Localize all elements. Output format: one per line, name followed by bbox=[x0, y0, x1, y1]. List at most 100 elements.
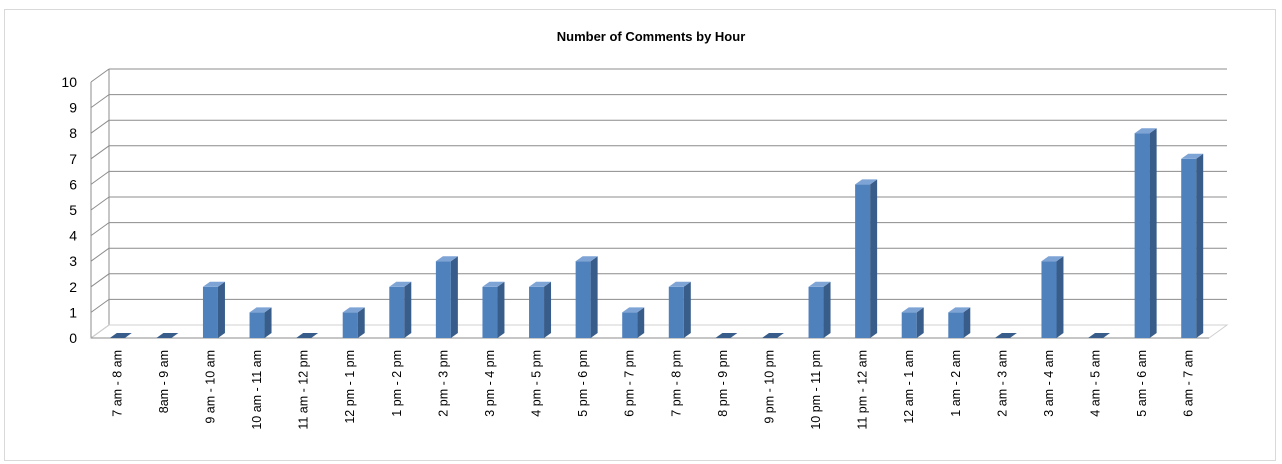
bar-15 bbox=[808, 281, 831, 338]
x-tick-label: 7 am - 8 am bbox=[110, 350, 124, 417]
bar-chart: Number of Comments by Hour 0 1 2 3 4 5 6 7 8 9 10 … bbox=[61, 29, 1229, 430]
bar-top bbox=[435, 256, 458, 262]
bar-23 bbox=[1181, 153, 1204, 338]
bar-9 bbox=[529, 281, 552, 338]
bar-top bbox=[482, 281, 505, 287]
x-tick-label: 5 am - 6 am bbox=[1135, 350, 1149, 417]
bar-21 bbox=[1088, 333, 1111, 338]
x-tick-label: 12 am - 1 am bbox=[902, 350, 916, 424]
bar-2 bbox=[202, 281, 225, 338]
x-tick-label: 1 pm - 2 pm bbox=[390, 350, 404, 417]
bar-18 bbox=[948, 307, 971, 338]
bar-top bbox=[855, 179, 878, 185]
chart-title: Number of Comments by Hour bbox=[557, 29, 746, 44]
y-tick-label: 0 bbox=[69, 330, 77, 346]
y-tick-label: 3 bbox=[69, 253, 77, 269]
bar-zero bbox=[156, 333, 179, 338]
bar-zero bbox=[761, 333, 784, 338]
bar-top bbox=[901, 307, 924, 313]
bar-6 bbox=[389, 281, 412, 338]
bar-front bbox=[1041, 261, 1057, 338]
bar-front bbox=[808, 286, 824, 338]
bar-top bbox=[342, 307, 365, 313]
bar-17 bbox=[901, 307, 924, 338]
bar-front bbox=[435, 261, 451, 338]
bar-zero bbox=[994, 333, 1017, 338]
bar-side bbox=[823, 281, 831, 338]
bar-11 bbox=[622, 307, 645, 338]
bar-side bbox=[683, 281, 691, 338]
bar-top bbox=[529, 281, 552, 287]
bar-side bbox=[870, 179, 878, 338]
bar-8 bbox=[482, 281, 505, 338]
bar-top bbox=[202, 281, 225, 287]
x-tick-label: 3 am - 4 am bbox=[1042, 350, 1056, 417]
bar-13 bbox=[715, 333, 738, 338]
y-tick-label: 5 bbox=[69, 202, 77, 218]
bar-side bbox=[357, 307, 365, 338]
bar-22 bbox=[1134, 128, 1157, 338]
x-tick-label: 4 am - 5 am bbox=[1089, 350, 1103, 417]
bars bbox=[109, 128, 1204, 338]
bar-side bbox=[544, 281, 552, 338]
bar-7 bbox=[435, 256, 458, 338]
bar-front bbox=[575, 261, 591, 338]
x-tick-label: 4 pm - 5 pm bbox=[530, 350, 544, 417]
y-tick-label: 1 bbox=[69, 304, 77, 320]
bar-19 bbox=[994, 333, 1017, 338]
x-tick-label: 2 am - 3 am bbox=[995, 350, 1009, 417]
bar-front bbox=[529, 286, 545, 338]
bar-zero bbox=[296, 333, 319, 338]
bar-front bbox=[855, 184, 871, 338]
bar-zero bbox=[715, 333, 738, 338]
bar-front bbox=[1134, 133, 1150, 338]
x-axis-ticks: 7 am - 8 am 8am - 9 am 9 am - 10 am 10 am -… bbox=[110, 350, 1195, 430]
bar-top bbox=[1134, 128, 1157, 134]
bar-side bbox=[1056, 256, 1064, 338]
bar-front bbox=[389, 286, 405, 338]
bar-side bbox=[450, 256, 458, 338]
bar-top bbox=[389, 281, 412, 287]
bar-side bbox=[264, 307, 272, 338]
bar-top bbox=[575, 256, 598, 262]
y-tick-label: 7 bbox=[69, 151, 77, 167]
x-tick-label: 10 pm - 11 pm bbox=[809, 350, 823, 430]
x-tick-label: 5 pm - 6 pm bbox=[576, 350, 590, 417]
bar-zero bbox=[1088, 333, 1111, 338]
bar-top bbox=[668, 281, 691, 287]
gridline-depth bbox=[90, 94, 110, 109]
bar-1 bbox=[156, 333, 179, 338]
bar-front bbox=[202, 286, 218, 338]
x-tick-label: 3 pm - 4 pm bbox=[483, 350, 497, 417]
bar-side bbox=[916, 307, 924, 338]
bar-side bbox=[1149, 128, 1157, 338]
gridline-depth bbox=[90, 68, 110, 83]
bar-top bbox=[622, 307, 645, 313]
bar-side bbox=[404, 281, 412, 338]
y-tick-label: 10 bbox=[61, 74, 77, 90]
x-tick-label: 9 pm - 10 pm bbox=[762, 350, 776, 424]
y-tick-label: 4 bbox=[69, 228, 77, 244]
y-tick-label: 8 bbox=[69, 125, 77, 141]
gridline-depth bbox=[90, 273, 110, 288]
gridline-depth bbox=[90, 196, 110, 211]
x-tick-label: 6 pm - 7 pm bbox=[623, 350, 637, 417]
bar-front bbox=[342, 312, 358, 338]
y-axis-ticks: 0 1 2 3 4 5 6 7 8 9 10 bbox=[61, 74, 77, 346]
bar-0 bbox=[109, 333, 132, 338]
y-tick-label: 9 bbox=[69, 100, 77, 116]
bar-10 bbox=[575, 256, 598, 338]
bar-top bbox=[249, 307, 272, 313]
bar-front bbox=[622, 312, 638, 338]
bar-front bbox=[948, 312, 964, 338]
bar-4 bbox=[296, 333, 319, 338]
bar-front bbox=[1181, 158, 1197, 338]
bar-top bbox=[808, 281, 831, 287]
x-tick-label: 12 pm - 1 pm bbox=[343, 350, 357, 424]
bar-20 bbox=[1041, 256, 1064, 338]
x-tick-label: 8am - 9 am bbox=[157, 350, 171, 413]
gridline-depth bbox=[90, 170, 110, 185]
x-tick-label: 10 am - 11 am bbox=[250, 350, 264, 430]
bar-side bbox=[637, 307, 645, 338]
x-tick-label: 6 am - 7 am bbox=[1182, 350, 1196, 417]
